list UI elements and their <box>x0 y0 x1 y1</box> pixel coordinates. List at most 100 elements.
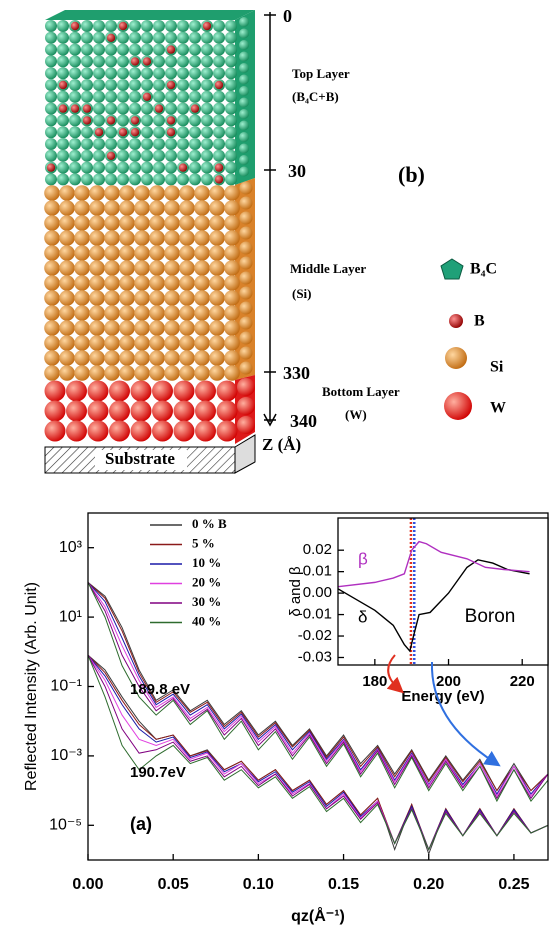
atom <box>209 290 225 306</box>
atom <box>164 185 180 201</box>
atom <box>45 150 57 162</box>
atom <box>240 182 253 195</box>
atom <box>44 275 60 291</box>
atom <box>129 67 141 79</box>
atom <box>134 245 150 261</box>
atom <box>165 162 177 174</box>
atom <box>149 305 165 321</box>
atom <box>119 275 135 291</box>
atom <box>89 305 105 321</box>
atom <box>149 335 165 351</box>
substrate-label: Substrate <box>105 449 175 468</box>
atom <box>195 421 216 442</box>
atom <box>149 230 165 246</box>
y-tick-label: -0.03 <box>298 648 332 665</box>
atom <box>189 20 201 32</box>
atom <box>104 335 120 351</box>
atom <box>167 128 175 136</box>
atom <box>165 20 177 32</box>
atom <box>165 67 177 79</box>
atom <box>69 150 81 162</box>
atom <box>167 116 175 124</box>
atom <box>224 275 240 291</box>
atom <box>44 305 60 321</box>
atom <box>44 365 60 381</box>
atom <box>81 20 93 32</box>
y-tick-label: 10⁻³ <box>50 747 82 764</box>
atom <box>117 67 129 79</box>
atom <box>155 104 163 112</box>
atom <box>239 167 249 177</box>
atom <box>215 175 223 183</box>
atom <box>240 272 253 285</box>
atom <box>57 55 69 67</box>
atom <box>152 421 173 442</box>
atom <box>69 67 81 79</box>
atom <box>105 173 117 185</box>
atom <box>47 163 55 171</box>
atom <box>141 162 153 174</box>
atom <box>104 200 120 216</box>
atom <box>66 401 87 422</box>
atom <box>129 138 141 150</box>
atom <box>129 79 141 91</box>
atom <box>164 290 180 306</box>
atom <box>131 381 152 402</box>
depth-label: 340 <box>290 411 317 431</box>
atom <box>129 173 141 185</box>
atom <box>224 200 240 216</box>
atom <box>225 67 237 79</box>
y-tick-label: 10³ <box>59 539 83 556</box>
atom <box>57 138 69 150</box>
atom <box>224 290 240 306</box>
series-label: δ <box>358 607 367 626</box>
atom <box>59 365 75 381</box>
atom <box>225 20 237 32</box>
legend-label: W <box>490 400 506 417</box>
atom <box>134 290 150 306</box>
atom <box>104 185 120 201</box>
atom <box>69 114 81 126</box>
atom <box>239 52 249 62</box>
atom <box>59 260 75 276</box>
atom <box>164 275 180 291</box>
atom <box>89 350 105 366</box>
atom <box>153 20 165 32</box>
atom <box>209 335 225 351</box>
atom <box>131 57 139 65</box>
atom <box>149 275 165 291</box>
atom <box>141 114 153 126</box>
atom <box>213 55 225 67</box>
atom <box>83 116 91 124</box>
atom <box>45 138 57 150</box>
atom <box>93 91 105 103</box>
atom <box>105 162 117 174</box>
atom <box>131 128 139 136</box>
atom <box>141 126 153 138</box>
atom <box>45 32 57 44</box>
atom <box>59 215 75 231</box>
atom <box>174 401 195 422</box>
atom <box>209 230 225 246</box>
atom <box>209 305 225 321</box>
atom <box>141 67 153 79</box>
atom <box>194 335 210 351</box>
atom <box>109 381 130 402</box>
atom <box>177 114 189 126</box>
atom <box>239 155 249 165</box>
atom <box>59 104 67 112</box>
atom <box>134 305 150 321</box>
atom <box>59 230 75 246</box>
atom <box>81 150 93 162</box>
atom <box>117 79 129 91</box>
atom <box>239 109 249 119</box>
atom <box>225 79 237 91</box>
atom <box>141 150 153 162</box>
atom <box>213 91 225 103</box>
atom <box>225 114 237 126</box>
atom <box>201 126 213 138</box>
legend-label: 0 % B <box>192 516 227 531</box>
layer-diagram <box>44 10 255 473</box>
atom <box>141 20 153 32</box>
atom <box>215 163 223 171</box>
